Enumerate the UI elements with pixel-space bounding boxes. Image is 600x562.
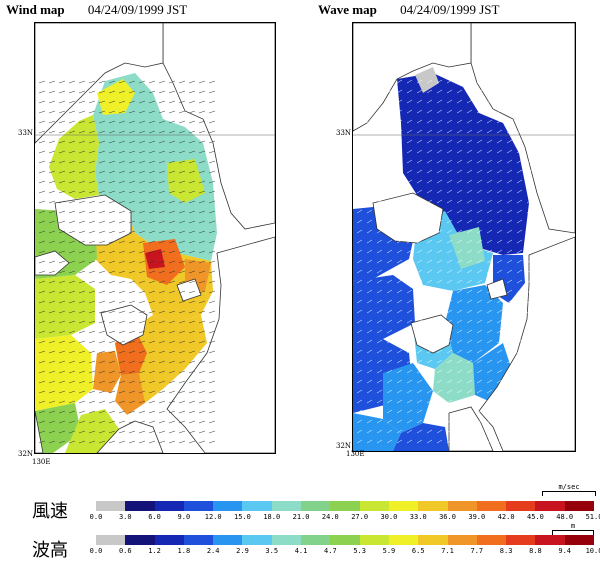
tick-label: 6.5 (411, 547, 425, 555)
tick-label: 4.7 (324, 547, 337, 555)
color-swatch (418, 535, 448, 545)
tick-label: 7.1 (441, 547, 454, 555)
tick-label: 9.0 (177, 513, 191, 521)
tick-label: 0.0 (89, 513, 103, 521)
wind-land (35, 23, 275, 453)
color-swatch (301, 501, 331, 511)
wave-lon-label: 130E (346, 450, 365, 458)
tick-label: 7.7 (470, 547, 484, 555)
tick-label: 45.0 (526, 513, 544, 521)
color-swatch (154, 535, 184, 545)
wind-map-timestamp: 04/24/09/1999 JST (87, 2, 188, 17)
tick-label: 0.0 (89, 547, 103, 555)
color-swatch (213, 535, 243, 545)
color-swatch (388, 501, 419, 511)
wave-map-canvas (353, 23, 575, 451)
tick-label: 10.0 (585, 547, 600, 555)
wind-vectors (38, 80, 216, 444)
color-swatch (183, 501, 214, 511)
wind-map-canvas (35, 23, 275, 453)
color-swatch (330, 535, 360, 545)
color-swatch (242, 501, 272, 511)
tick-label: 5.3 (353, 547, 366, 555)
wave-legend-unit: m (552, 522, 594, 535)
color-swatch (125, 501, 155, 511)
wave-map-timestamp: 04/24/09/1999 JST (400, 2, 500, 17)
tick-label: 24.0 (321, 513, 339, 521)
tick-label: 6.0 (148, 513, 161, 521)
tick-label: 0.6 (118, 547, 132, 555)
wave-tick-labels: 0.0 0.6 1.2 1.8 2.4 2.9 3.5 4.1 4.7 5.3 5.9 6.5 7.1 7… (90, 547, 600, 556)
tick-label: 8.8 (529, 547, 542, 555)
wind-legend-unit: m/sec (542, 483, 596, 496)
color-swatch (506, 501, 536, 511)
wave-color-bar (96, 535, 595, 545)
color-swatch (271, 535, 302, 545)
color-swatch (564, 501, 595, 511)
tick-label: 30.0 (380, 513, 398, 521)
color-swatch (330, 501, 360, 511)
color-swatch (447, 535, 477, 545)
wave-map-title: Wave map 04/24/09/1999 JST (318, 2, 499, 18)
tick-label: 15.0 (234, 513, 251, 521)
tick-label: 3.0 (118, 513, 132, 521)
color-swatch (359, 535, 389, 545)
color-swatch (301, 535, 331, 545)
wind-color-bar (96, 501, 595, 511)
wind-map-title: Wind map 04/24/09/1999 JST (6, 2, 187, 18)
color-swatch (271, 501, 302, 511)
tick-label: 8.3 (499, 547, 513, 555)
tick-label: 5.9 (382, 547, 396, 555)
tick-label: 39.0 (468, 513, 486, 521)
wave-lat-bottom-label: 32N (336, 442, 352, 450)
color-swatch (564, 535, 595, 545)
color-swatch (359, 501, 389, 511)
wind-map-panel (34, 22, 276, 454)
wind-legend-label: 風速 (32, 501, 68, 522)
color-swatch (154, 501, 184, 511)
color-swatch (125, 535, 155, 545)
color-swatch (96, 535, 126, 545)
wave-map-panel (352, 22, 576, 452)
wave-land (353, 23, 575, 451)
tick-label: 42.0 (497, 513, 515, 521)
wave-legend-label: 波高 (32, 540, 68, 561)
tick-label: 33.0 (409, 513, 427, 521)
wind-map-title-bold: Wind map (6, 2, 65, 17)
wave-vectors (356, 79, 533, 444)
color-swatch (242, 535, 272, 545)
wind-lon-label: 130E (32, 458, 51, 466)
wind-lat-bottom-label: 32N (18, 450, 34, 458)
tick-label: 51.0 (585, 513, 600, 521)
wind-tick-labels: 0.0 3.0 6.0 9.0 12.0 15.0 18.0 21.0 24.0 27.0 30.0… (90, 513, 600, 522)
wave-map-title-bold: Wave map (318, 2, 377, 17)
color-swatch (447, 501, 477, 511)
tick-label: 4.1 (294, 547, 308, 555)
tick-label: 2.9 (236, 547, 249, 555)
color-swatch (476, 501, 507, 511)
tick-label: 27.0 (351, 513, 369, 521)
tick-label: 12.0 (204, 513, 222, 521)
tick-label: 1.2 (148, 547, 161, 555)
wind-lat-top-label: 33N (18, 129, 34, 137)
tick-label: 1.8 (177, 547, 191, 555)
tick-label: 3.5 (265, 547, 279, 555)
tick-label: 21.0 (292, 513, 310, 521)
color-swatch (183, 535, 214, 545)
color-swatch (535, 501, 565, 511)
color-swatch (388, 535, 419, 545)
color-swatch (418, 501, 448, 511)
tick-label: 36.0 (439, 513, 456, 521)
tick-label: 18.0 (263, 513, 281, 521)
color-swatch (535, 535, 565, 545)
color-swatch (506, 535, 536, 545)
tick-label: 9.4 (558, 547, 572, 555)
wave-lat-top-label: 33N (336, 129, 352, 137)
color-swatch (476, 535, 507, 545)
color-swatch (213, 501, 243, 511)
tick-label: 2.4 (206, 547, 220, 555)
tick-label: 48.0 (556, 513, 574, 521)
color-swatch (96, 501, 126, 511)
